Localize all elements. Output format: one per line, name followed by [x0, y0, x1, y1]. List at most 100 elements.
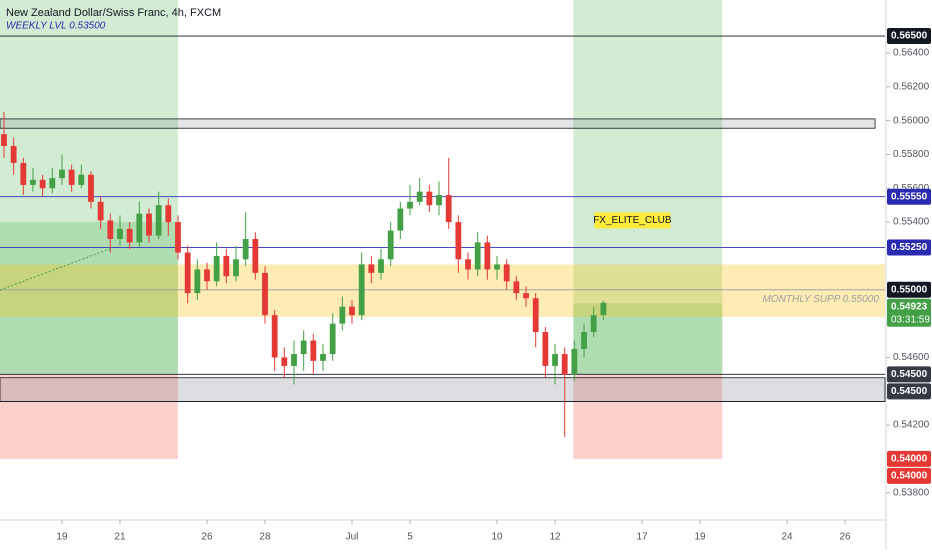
- y-tick-label: 0.55800: [893, 149, 930, 160]
- price-badge: [887, 298, 931, 327]
- candle-body: [88, 174, 94, 202]
- y-tick-label: 0.55400: [893, 217, 930, 228]
- candle-body: [300, 340, 307, 355]
- price-badge-label: 0.55250: [891, 242, 928, 253]
- candle-body: [242, 239, 249, 260]
- countdown: 03:31:59: [891, 314, 930, 325]
- candle-body: [252, 239, 259, 273]
- plot-area: [0, 0, 886, 459]
- candle-body: [378, 259, 384, 273]
- candle-body: [358, 264, 365, 316]
- candle-body: [194, 269, 201, 294]
- candle-body: [204, 269, 210, 282]
- price-badge: [887, 188, 931, 205]
- candle-body: [78, 174, 85, 185]
- candle-body: [600, 302, 607, 316]
- candle-body: [271, 315, 278, 358]
- candle-body: [10, 145, 17, 163]
- candle-body: [39, 179, 46, 189]
- x-tick-label: 26: [840, 532, 852, 543]
- candle-body: [407, 201, 413, 209]
- candle-body: [445, 195, 452, 223]
- y-tick-label: 0.54200: [893, 420, 930, 431]
- price-badge-label: 0.54000: [891, 454, 928, 465]
- price-badge: [887, 366, 931, 383]
- candle-body: [571, 348, 578, 375]
- candle-body: [523, 293, 529, 299]
- chart-subtitle: WEEKLY LVL 0.53500: [6, 21, 106, 32]
- candle-body: [532, 298, 539, 333]
- annotation: MONTHLY SUPP 0.55000: [763, 294, 880, 305]
- candle-body: [590, 315, 597, 333]
- candle-body: [107, 220, 114, 240]
- x-tick-label: 19: [56, 532, 68, 543]
- x-tick-label: 10: [491, 532, 503, 543]
- candle-body: [117, 228, 123, 240]
- price-badge-label: 0.54500: [891, 386, 928, 397]
- candle-body: [155, 205, 162, 236]
- candle-body: [136, 213, 143, 243]
- candle-body: [97, 201, 104, 221]
- y-tick-label: 0.55600: [893, 183, 930, 194]
- x-tick-label: 24: [782, 532, 794, 543]
- candle-body: [484, 242, 491, 270]
- zone: [573, 303, 723, 375]
- price-badge-label: 0.54500: [891, 369, 928, 380]
- candle-body: [281, 357, 288, 366]
- candle-body: [223, 255, 230, 277]
- candle-body: [426, 191, 433, 206]
- price-badge: [887, 383, 931, 400]
- y-tick-label: 0.54600: [893, 352, 930, 363]
- candle-body: [30, 179, 36, 185]
- x-tick-label: 26: [201, 532, 213, 543]
- y-tick-label: 0.56000: [893, 115, 930, 126]
- candle-body: [126, 228, 133, 243]
- chart-title: New Zealand Dollar/Swiss Franc, 4h, FXCM: [6, 7, 221, 19]
- x-tick-label: 12: [549, 532, 561, 543]
- x-tick-label: 17: [636, 532, 648, 543]
- annotation-box: [594, 212, 671, 229]
- candle-body: [503, 264, 510, 282]
- candle-body: [233, 259, 239, 277]
- candle-body: [581, 332, 587, 349]
- price-badge-label: 0.55000: [891, 284, 928, 295]
- candle-body: [349, 306, 355, 316]
- candle-body: [49, 178, 56, 189]
- candle-body: [397, 208, 404, 231]
- candle-body: [68, 169, 75, 185]
- candle-body: [368, 264, 375, 273]
- candle-body: [20, 162, 27, 185]
- candle-body: [339, 306, 346, 324]
- zone: [0, 377, 886, 402]
- price-badge: [887, 281, 931, 298]
- price-badge-label: 0.56500: [891, 31, 928, 42]
- price-badge: [887, 239, 931, 256]
- candle-body: [184, 252, 191, 294]
- price-badge-label: 0.54923: [891, 301, 928, 312]
- candle-body: [213, 255, 220, 282]
- candle-body: [436, 195, 442, 206]
- candle-body: [59, 169, 65, 179]
- candle-body: [262, 272, 268, 316]
- candle-body: [291, 354, 297, 366]
- candle-body: [310, 340, 317, 361]
- candle-body: [146, 213, 152, 236]
- candle-body: [465, 259, 471, 270]
- candle-body: [320, 354, 326, 361]
- y-tick-label: 0.56400: [893, 48, 930, 59]
- candle-body: [542, 332, 549, 366]
- candle-body: [416, 191, 423, 202]
- x-tick-label: 19: [694, 532, 706, 543]
- price-badge-label: 0.55550: [891, 191, 928, 202]
- candle-body: [175, 222, 181, 253]
- candle-body: [165, 205, 172, 223]
- candle-body: [513, 281, 520, 294]
- price-badge-label: 0.54000: [891, 471, 928, 482]
- zone: [0, 264, 885, 317]
- candle-body: [455, 222, 462, 260]
- candle-body: [561, 354, 568, 375]
- x-tick-label: 28: [259, 532, 271, 543]
- candle-body: [329, 323, 336, 355]
